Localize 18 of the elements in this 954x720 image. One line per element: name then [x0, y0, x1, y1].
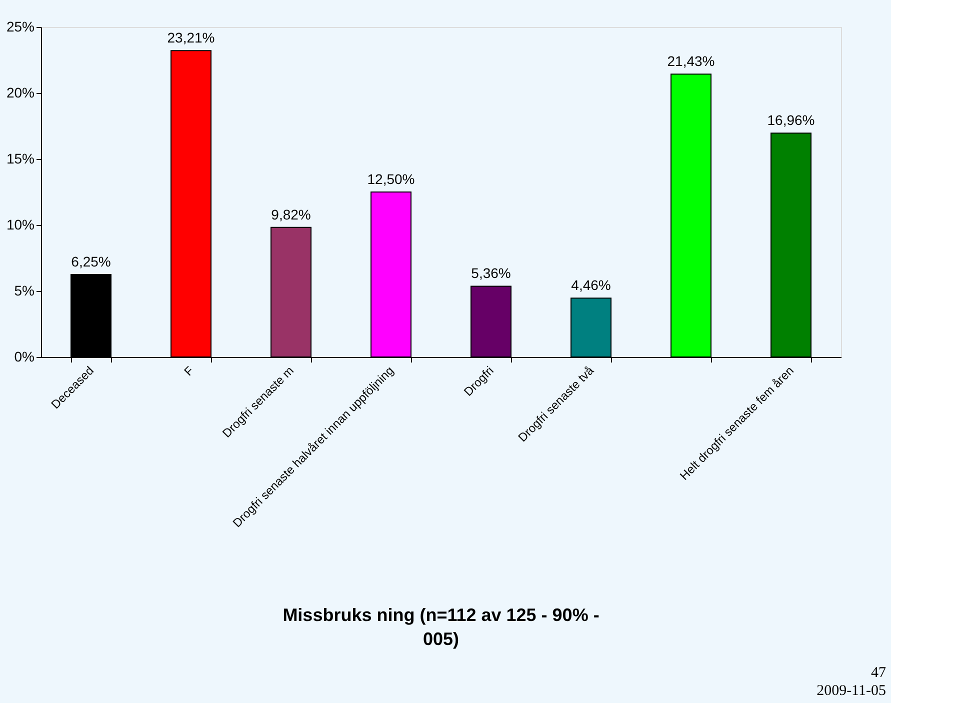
y-tick-label: 5%: [14, 282, 34, 298]
y-tick-label: 10%: [6, 216, 34, 232]
data-label: 9,82%: [271, 206, 311, 222]
text: 47: [871, 665, 886, 681]
data-label: 5,36%: [471, 265, 511, 282]
data-label: 12,50%: [367, 171, 415, 187]
data-label: 6,25%: [71, 254, 111, 270]
data-label: 16,96%: [767, 112, 815, 128]
text: 2009-11-05: [816, 683, 886, 699]
y-tick-label: 15%: [6, 150, 34, 166]
y-tick-label: 25%: [6, 18, 34, 34]
y-tick-label: 20%: [6, 84, 34, 100]
y-tick-label: 0%: [14, 348, 34, 364]
x-tick-label: F: [181, 364, 196, 379]
data-label: 4,46%: [571, 277, 611, 294]
data-label: 21,43%: [667, 53, 715, 70]
data-label: 23,21%: [167, 30, 215, 46]
text: Missbruks ning (n=112 av 125 - 90% - 005): [282, 605, 600, 649]
